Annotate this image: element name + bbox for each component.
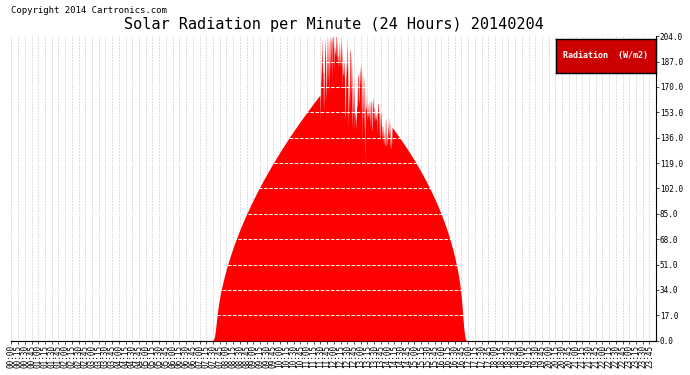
Text: Copyright 2014 Cartronics.com: Copyright 2014 Cartronics.com <box>12 6 167 15</box>
Title: Solar Radiation per Minute (24 Hours) 20140204: Solar Radiation per Minute (24 Hours) 20… <box>124 17 544 32</box>
